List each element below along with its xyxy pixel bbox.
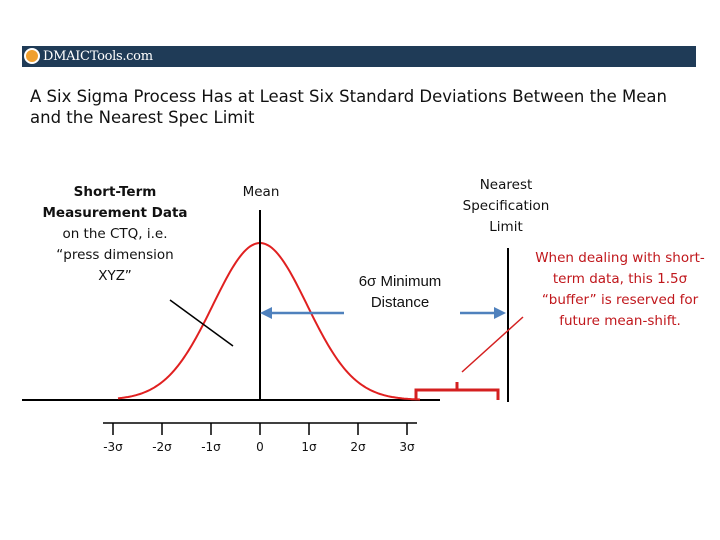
nearest-spec-label: Nearest Specification Limit [462,177,550,235]
tick-label: -1σ [201,440,221,454]
short-term-label-bold: Short-Term Measurement Data [42,184,188,221]
header-bar [22,46,696,67]
tick-label: 2σ [350,440,366,454]
logo: DMAICTools.com [24,42,153,70]
sigma-tick-marks [103,422,417,435]
buffer-bracket [414,388,500,400]
short-term-label-rest: on the CTQ, i.e. “press dimension XYZ” [56,226,174,284]
min-distance-label: 6σ Minimum Distance [358,273,442,311]
mean-label: Mean [242,184,280,200]
tick-label: -3σ [103,440,123,454]
buffer-note-pointer [461,316,524,373]
buffer-note: When dealing with short-term data, this … [535,250,705,329]
short-term-pointer [169,299,234,347]
slide-title: A Six Sigma Process Has at Least Six Sta… [30,87,667,127]
normal-curve [117,241,421,401]
logo-icon [24,48,40,64]
tick-label: 0 [256,440,264,454]
tick-label: 1σ [301,440,317,454]
short-term-label: Short-Term Measurement Data on the CTQ, … [40,182,190,287]
tick-label: -2σ [152,440,172,454]
tick-label: 3σ [399,440,415,454]
distance-arrowhead-right [494,307,506,319]
distance-arrowhead-left [260,307,272,319]
logo-text: DMAICTools.com [43,48,153,64]
